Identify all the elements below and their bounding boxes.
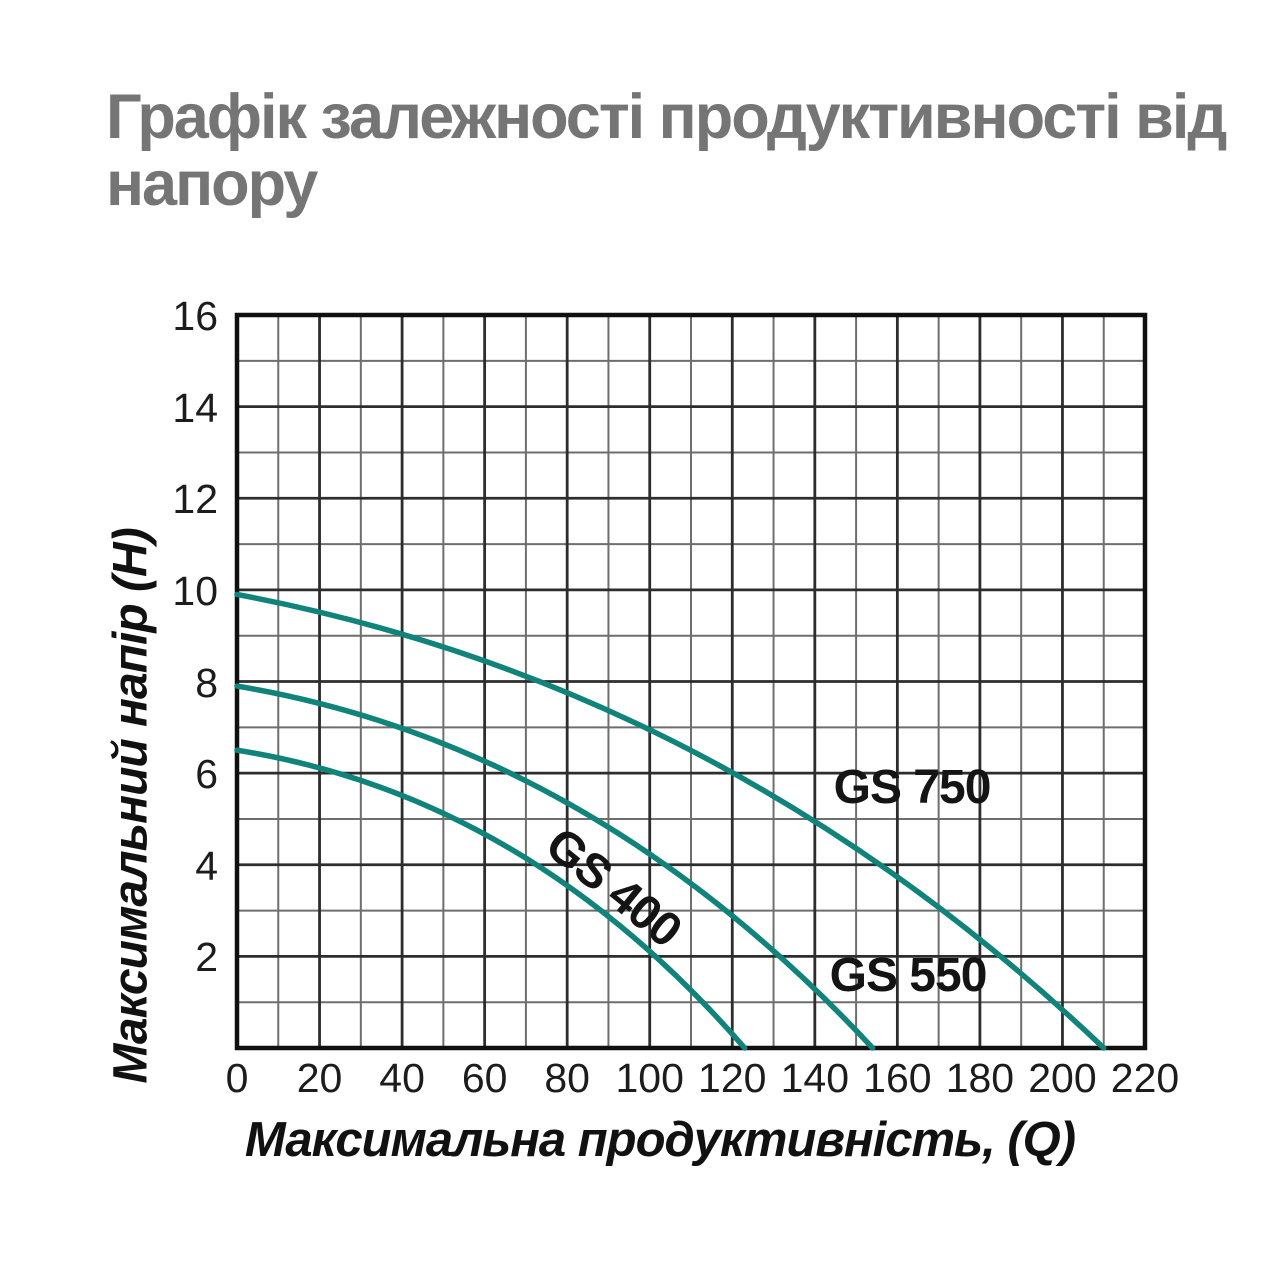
y-tick-label-2: 2 [195, 934, 218, 981]
x-tick-label-120: 120 [698, 1055, 767, 1101]
curve-label-gs-550: GS 550 [829, 949, 988, 1002]
y-tick-label-12: 12 [172, 476, 218, 523]
curve-label-gs-750: GS 750 [833, 761, 992, 814]
y-tick-label-8: 8 [195, 659, 218, 706]
x-tick-label-160: 160 [863, 1055, 932, 1101]
x-tick-label-80: 80 [544, 1055, 590, 1101]
x-tick-label-100: 100 [615, 1055, 684, 1101]
y-tick-label-14: 14 [172, 384, 218, 431]
x-axis-title: Максимальна продуктивність, (Q) [244, 1113, 1076, 1167]
y-tick-label-6: 6 [195, 751, 218, 798]
chart-title-line-1: Графік залежності продуктивності від [106, 82, 1227, 152]
curve-gs-400 [234, 747, 748, 1051]
x-tick-label-220: 220 [1110, 1055, 1180, 1101]
x-tick-label-60: 60 [461, 1055, 508, 1101]
x-tick-label-180: 180 [945, 1055, 1015, 1101]
chart-title-line-2: напору [106, 149, 318, 219]
y-tick-label-4: 4 [195, 842, 218, 889]
y-tick-label-10: 10 [172, 567, 218, 614]
x-tick-label-0: 0 [225, 1055, 249, 1101]
x-tick-label-140: 140 [780, 1055, 850, 1101]
curve-gs-550 [234, 683, 876, 1051]
x-tick-label-40: 40 [379, 1055, 425, 1101]
y-axis-title: Максимальний напір (Н) [104, 528, 158, 1084]
plot-border [234, 312, 1148, 1051]
chart-title: Графік залежності продуктивності від нап… [106, 84, 1236, 218]
x-tick-label-20: 20 [296, 1055, 343, 1101]
curve-gs-750 [234, 591, 1107, 1051]
y-tick-label-16: 16 [172, 293, 218, 339]
x-tick-label-200: 200 [1028, 1055, 1097, 1101]
